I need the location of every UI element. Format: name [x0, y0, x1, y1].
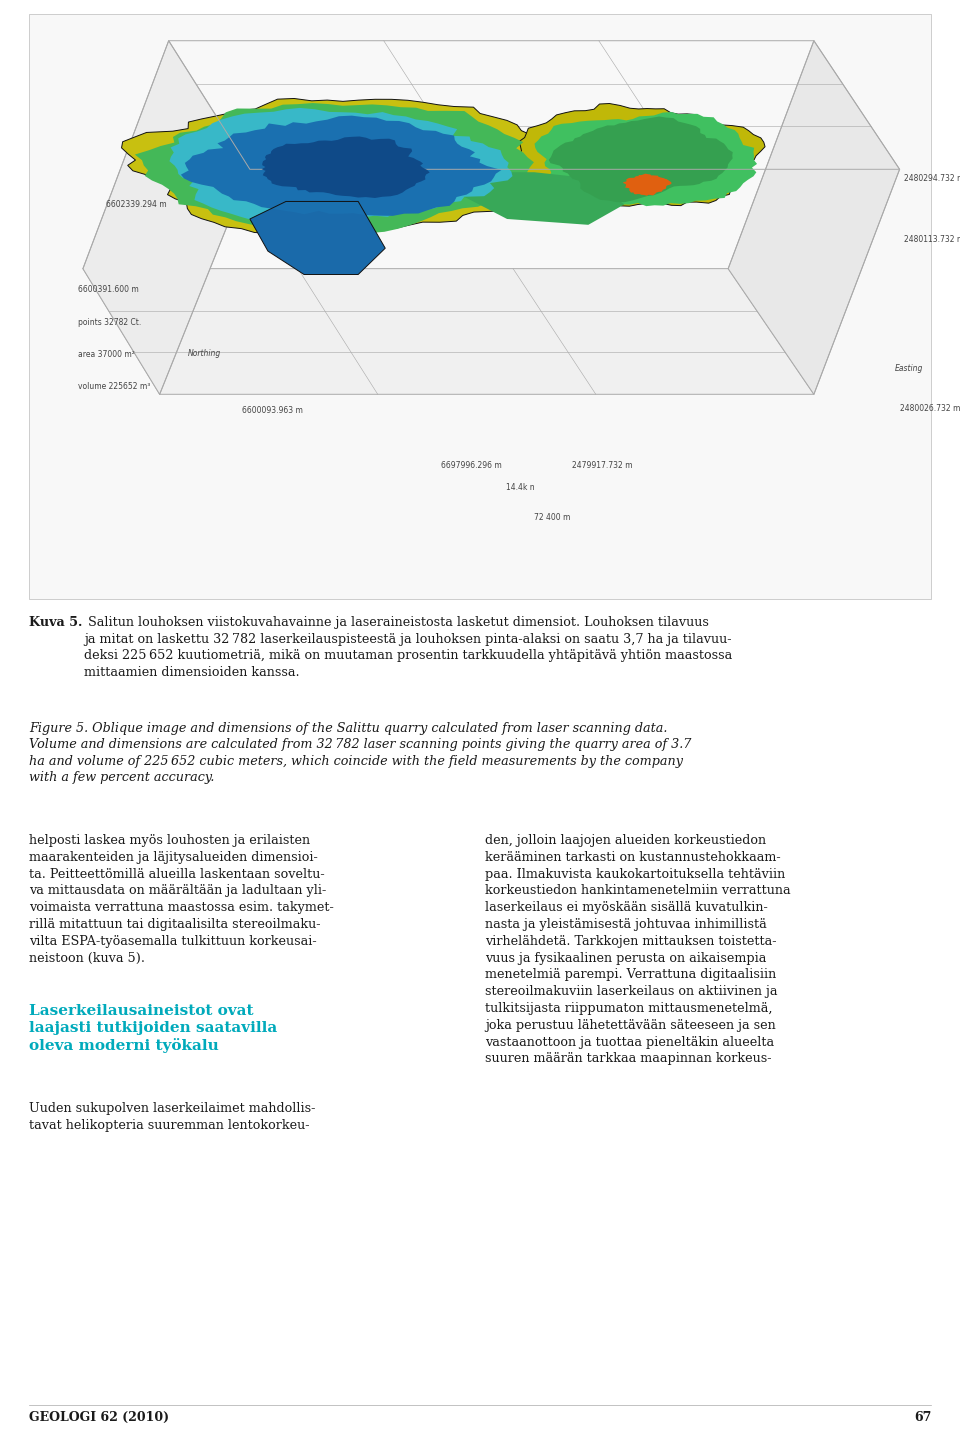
Polygon shape [83, 268, 814, 394]
Polygon shape [728, 40, 900, 394]
Polygon shape [535, 113, 757, 206]
Text: Easting: Easting [895, 364, 924, 372]
Polygon shape [169, 108, 513, 222]
Polygon shape [623, 173, 671, 196]
Polygon shape [462, 172, 624, 225]
Text: den, jolloin laajojen alueiden korkeustiedon
kerääminen tarkasti on kustannusteh: den, jolloin laajojen alueiden korkeusti… [485, 834, 790, 1065]
Bar [29, 14, 931, 599]
Polygon shape [83, 40, 250, 394]
Text: helposti laskea myös louhosten ja erilaisten
maarakenteiden ja läjitysalueiden d: helposti laskea myös louhosten ja erilai… [29, 834, 333, 965]
Polygon shape [180, 115, 501, 216]
Text: points 32782 Ct.: points 32782 Ct. [79, 319, 142, 328]
Polygon shape [549, 117, 732, 202]
Text: area 37000 m²: area 37000 m² [79, 351, 135, 359]
Polygon shape [261, 137, 430, 198]
Text: 6602339.294 m: 6602339.294 m [106, 201, 166, 209]
Text: 2480026.732 m: 2480026.732 m [900, 404, 960, 413]
Text: 67: 67 [914, 1410, 931, 1424]
Text: 6697996.296 m: 6697996.296 m [441, 462, 501, 470]
Text: 6600391.600 m: 6600391.600 m [79, 284, 139, 293]
Polygon shape [250, 202, 385, 274]
Text: Kuva 5.: Kuva 5. [29, 616, 83, 629]
Text: Laserkeilausaineistot ovat
laajasti tutkijoiden saatavilla
oleva moderni työkalu: Laserkeilausaineistot ovat laajasti tutk… [29, 1004, 277, 1053]
Text: 2480113.732 m: 2480113.732 m [904, 235, 960, 244]
Text: Northing: Northing [188, 349, 222, 358]
Text: 2480294.732 m: 2480294.732 m [904, 173, 960, 183]
Polygon shape [135, 102, 534, 237]
Polygon shape [122, 98, 552, 235]
Text: 6600093.963 m: 6600093.963 m [242, 405, 303, 414]
Text: Figure 5. Oblique image and dimensions of the Salittu quarry calculated from las: Figure 5. Oblique image and dimensions o… [29, 722, 691, 784]
Text: 14.4k n: 14.4k n [506, 483, 535, 492]
Polygon shape [517, 104, 765, 206]
Text: GEOLOGI 62 (2010): GEOLOGI 62 (2010) [29, 1410, 169, 1424]
Text: 2479917.732 m: 2479917.732 m [571, 462, 632, 470]
Text: volume 225652 m³: volume 225652 m³ [79, 382, 151, 391]
Text: Uuden sukupolven laserkeilaimet mahdollis-
tavat helikopteria suuremman lentokor: Uuden sukupolven laserkeilaimet mahdolli… [29, 1102, 315, 1133]
Text: 72 400 m: 72 400 m [534, 512, 570, 521]
Text: Salitun louhoksen viistokuvahavainne ja laseraineistosta lasketut dimensiot. Lou: Salitun louhoksen viistokuvahavainne ja … [84, 616, 732, 678]
